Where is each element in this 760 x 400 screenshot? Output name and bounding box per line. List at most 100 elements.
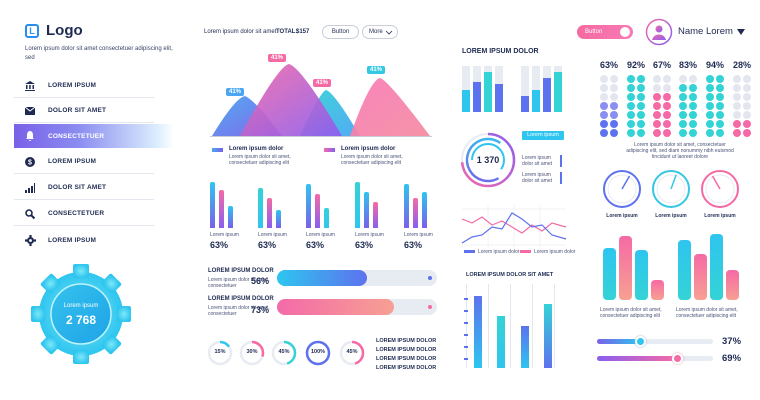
dot: [689, 93, 697, 101]
right-bar: [603, 248, 616, 300]
dot: [663, 111, 671, 119]
avatar[interactable]: [645, 18, 673, 46]
line-chart: [461, 205, 567, 247]
line-legend-swatch-2: [520, 250, 531, 253]
stack-bar: [473, 82, 481, 112]
mini-bar-label: Lorem ipsum: [306, 232, 335, 238]
grid-line: [554, 284, 555, 368]
progress-fill-2: [277, 299, 394, 315]
sidebar-item-consectetuer[interactable]: CONSECTETUER: [14, 124, 174, 148]
grid-line: [510, 284, 511, 368]
dot: [706, 111, 714, 119]
dot: [600, 75, 608, 83]
dot: [706, 129, 714, 137]
chevron-down-icon: [385, 30, 393, 35]
dot: [733, 120, 741, 128]
middle-title: LOREM IPSUM DOLOR: [462, 48, 539, 55]
dot: [663, 93, 671, 101]
sidebar-item-lorem-ipsum-3[interactable]: LOREM IPSUM: [14, 228, 154, 252]
user-name[interactable]: Name Lorem: [678, 26, 733, 37]
user-menu-chevron-icon[interactable]: [737, 29, 745, 35]
right-bar: [678, 240, 691, 300]
mini-bar-group: [306, 178, 338, 228]
dot: [663, 84, 671, 92]
mini-bar-group: [258, 178, 290, 228]
dot: [653, 111, 661, 119]
stack-bar: [554, 72, 562, 112]
gauge: [603, 170, 641, 208]
bars-grid: [466, 284, 564, 368]
logo-description: Lorem ipsum dolor sit amet consectetuer …: [25, 46, 173, 61]
sidebar-item-consectetuer-2[interactable]: CONSECTETUER: [14, 202, 154, 226]
legend-text-2: Lorem ipsum dolor sit amet, consectetuer…: [341, 154, 403, 166]
ring-label: 45%: [278, 349, 290, 355]
dot: [716, 84, 724, 92]
dot: [663, 129, 671, 137]
dot: [679, 84, 687, 92]
peaks-chart: [210, 64, 432, 137]
sidebar-item-dolor-sit-amet[interactable]: DOLOR SIT AMET: [14, 99, 154, 123]
dot: [733, 84, 741, 92]
donut-chart: [460, 132, 516, 188]
donut-legend-2: Lorem ipsum dolor sit amet: [522, 172, 562, 184]
toggle-button[interactable]: Button: [577, 25, 633, 39]
mini-bar-value: 63%: [355, 240, 374, 250]
dot-column-percent: 94%: [705, 60, 724, 70]
peak-label-1: 41%: [226, 88, 245, 96]
slider-handle-1[interactable]: [634, 336, 646, 347]
dot: [610, 84, 618, 92]
slider-track-1[interactable]: [597, 336, 713, 347]
mini-bar-group: [210, 178, 242, 228]
dot: [637, 84, 645, 92]
mini-bar: [210, 182, 215, 228]
dot: [706, 93, 714, 101]
axis-tick: [464, 322, 468, 324]
sidebar-item-dolor-sit-amet-2[interactable]: DOLOR SIT AMET: [14, 176, 154, 200]
percentage-ring: [207, 340, 233, 366]
mini-bar: [422, 192, 427, 228]
dot: [716, 111, 724, 119]
sidebar-item-label: LOREM IPSUM: [48, 82, 97, 89]
dot: [733, 75, 741, 83]
tall-bar: [544, 304, 552, 368]
dot: [600, 120, 608, 128]
stack-bar-track: [532, 66, 540, 112]
dot: [743, 84, 751, 92]
dot: [679, 129, 687, 137]
dot: [637, 93, 645, 101]
dot: [716, 75, 724, 83]
donut-button[interactable]: Lorem ipsum: [522, 131, 564, 140]
dot: [610, 120, 618, 128]
sidebar-item-lorem-ipsum-2[interactable]: $ LOREM IPSUM: [14, 150, 154, 174]
sidebar-item-label: CONSECTETUER: [48, 132, 105, 140]
stack-bar: [521, 96, 529, 112]
percentage-ring: [271, 340, 297, 366]
mini-bar-value: 63%: [210, 240, 229, 250]
peak-4: [350, 78, 430, 136]
mini-bar: [324, 208, 329, 228]
stack-bar-track: [521, 66, 529, 112]
progress-fill-1: [277, 270, 367, 286]
bar-chart-icon: [24, 182, 36, 194]
axis-tick: [464, 358, 468, 360]
slider-handle-2[interactable]: [672, 353, 684, 364]
dot: [679, 93, 687, 101]
mini-bar: [404, 184, 409, 228]
dot: [600, 84, 608, 92]
stack-bar: [543, 78, 551, 112]
mini-bar-label: Lorem ipsum: [258, 232, 287, 238]
more-dropdown[interactable]: More: [362, 25, 398, 39]
dot: [653, 102, 661, 110]
dot: [679, 75, 687, 83]
dot: [600, 93, 608, 101]
sidebar-item-lorem-ipsum[interactable]: LOREM IPSUM: [14, 74, 154, 98]
dot: [627, 75, 635, 83]
dot: [610, 111, 618, 119]
right-bar: [710, 234, 723, 300]
header-button[interactable]: Button: [322, 25, 359, 39]
gear-widget: [31, 264, 131, 364]
ring-label: 30%: [246, 349, 258, 355]
list-item: LOREM IPSUM DOLOR: [376, 356, 437, 362]
slider-track-2[interactable]: [597, 353, 713, 364]
ring-arc: [339, 340, 365, 366]
